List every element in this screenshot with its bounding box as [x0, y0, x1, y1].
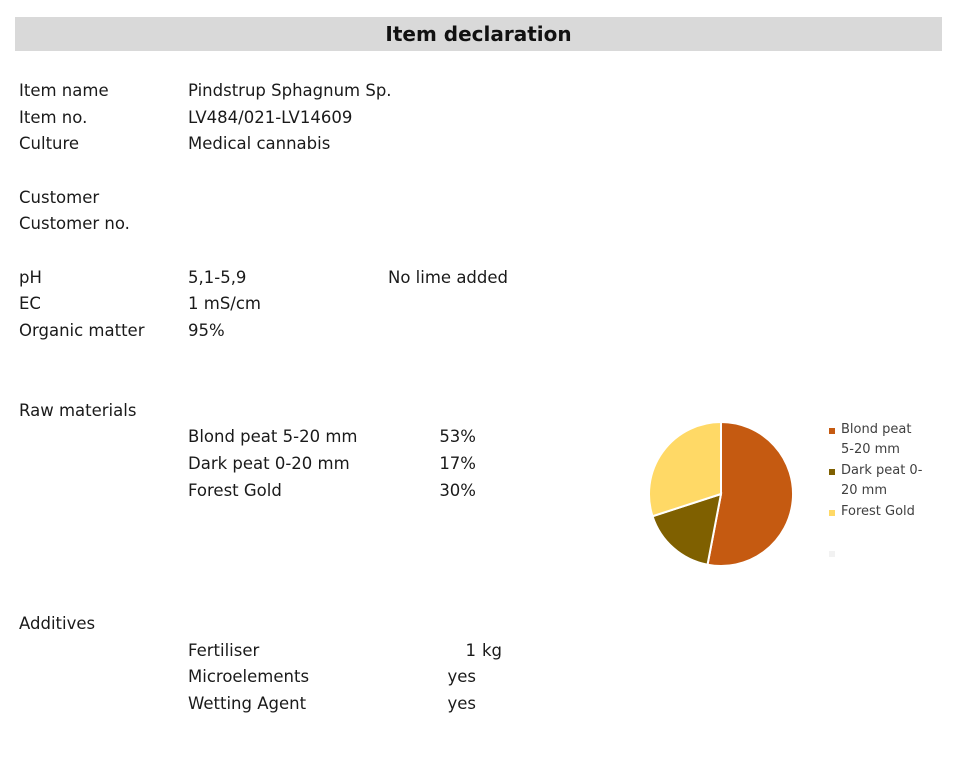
customer-label: Customer: [19, 188, 100, 207]
customer-no-label: Customer no.: [19, 214, 130, 233]
page-title: Item declaration: [15, 17, 942, 51]
culture-label: Culture: [19, 134, 80, 153]
ec-label: EC: [19, 294, 41, 313]
raw-materials-pie-chart: [648, 420, 795, 567]
legend-swatch-blond-peat: [829, 428, 835, 434]
culture-value: Medical cannabis: [188, 134, 331, 153]
raw-material-pct: 17%: [439, 454, 476, 473]
legend-label-forest-gold: Forest Gold: [841, 504, 915, 519]
item-name-label: Item name: [19, 81, 109, 100]
legend-swatch-forest-gold: [829, 510, 835, 516]
additive-name: Microelements: [188, 667, 310, 686]
raw-material-name: Forest Gold: [188, 481, 282, 500]
additive-qty: yes: [447, 667, 476, 686]
legend-label-dark-peat: Dark peat 0- 20 mm: [841, 463, 923, 498]
item-no-value: LV484/021-LV14609: [188, 108, 353, 127]
ec-value: 1 mS/cm: [188, 294, 261, 313]
ph-label: pH: [19, 268, 42, 287]
pie-slice-forest-gold: [648, 420, 722, 518]
additive-qty: yes: [447, 694, 476, 713]
item-no-label: Item no.: [19, 108, 88, 127]
additives-label: Additives: [19, 614, 96, 633]
additive-qty: 1: [465, 641, 477, 660]
additive-name: Wetting Agent: [188, 694, 307, 713]
raw-material-pct: 53%: [439, 427, 476, 446]
ph-value: 5,1-5,9: [188, 268, 247, 287]
pie-slice-blond-peat: [706, 420, 795, 567]
raw-materials-label: Raw materials: [19, 401, 137, 420]
raw-material-name: Blond peat 5-20 mm: [188, 427, 358, 446]
legend-empty-marker: [829, 551, 835, 557]
legend-label-blond-peat: Blond peat 5-20 mm: [841, 422, 912, 457]
raw-material-name: Dark peat 0-20 mm: [188, 454, 350, 473]
legend-swatch-dark-peat: [829, 469, 835, 475]
additive-name: Fertiliser: [188, 641, 260, 660]
raw-material-pct: 30%: [439, 481, 476, 500]
item-name-value: Pindstrup Sphagnum Sp.: [188, 81, 392, 100]
organic-matter-value: 95%: [188, 321, 225, 340]
additive-unit: kg: [482, 641, 503, 660]
organic-matter-label: Organic matter: [19, 321, 145, 340]
ph-note: No lime added: [388, 268, 509, 287]
